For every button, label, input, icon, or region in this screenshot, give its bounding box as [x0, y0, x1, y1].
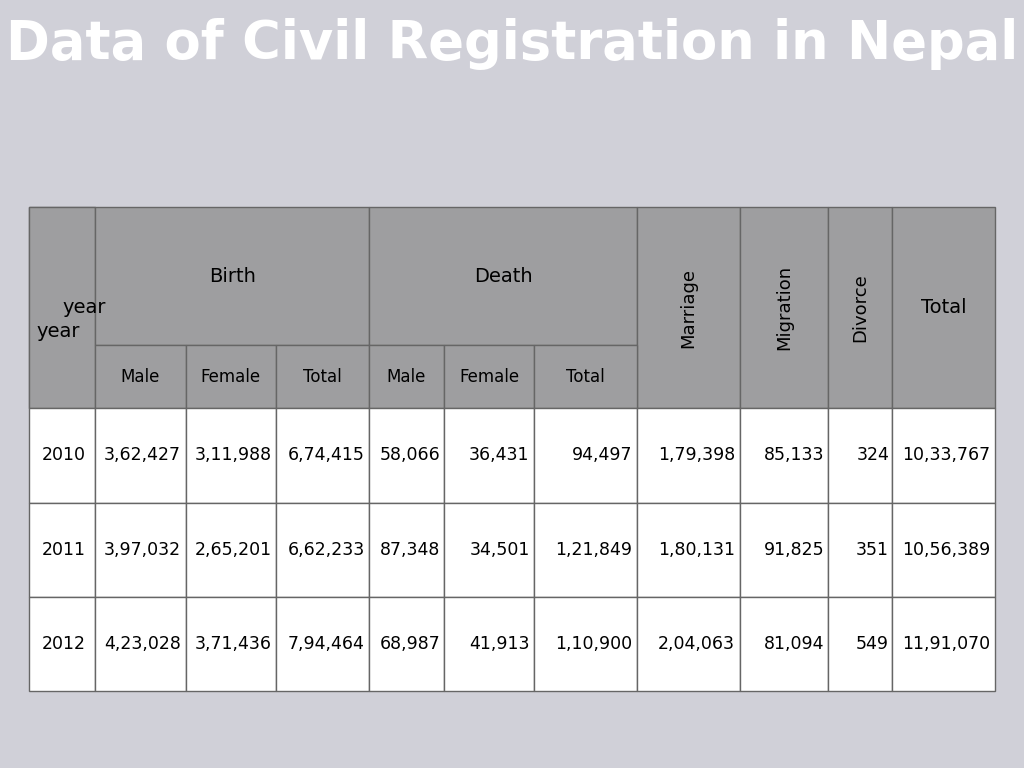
Text: year: year — [37, 323, 80, 341]
Bar — [95, 597, 185, 691]
Bar — [370, 597, 443, 691]
Bar — [740, 207, 828, 408]
Bar — [95, 408, 185, 502]
Text: 351: 351 — [856, 541, 889, 558]
Bar — [828, 502, 892, 597]
Text: 6,62,233: 6,62,233 — [288, 541, 365, 558]
Bar — [29, 207, 95, 408]
Text: 34,501: 34,501 — [469, 541, 529, 558]
Bar — [29, 502, 95, 597]
Bar — [637, 408, 740, 502]
Text: 41,913: 41,913 — [469, 635, 529, 653]
Text: 2,04,063: 2,04,063 — [658, 635, 735, 653]
Text: Female: Female — [459, 368, 519, 386]
Text: 1,10,900: 1,10,900 — [555, 635, 632, 653]
Text: 58,066: 58,066 — [379, 446, 440, 465]
Bar — [535, 346, 637, 408]
Text: Birth: Birth — [209, 266, 256, 286]
Text: 87,348: 87,348 — [380, 541, 440, 558]
Bar — [828, 207, 892, 408]
Bar — [95, 346, 185, 408]
Text: year: year — [62, 298, 105, 317]
Text: 11,91,070: 11,91,070 — [902, 635, 990, 653]
Bar — [370, 207, 637, 346]
Bar — [95, 207, 370, 346]
Bar — [276, 408, 370, 502]
Text: Total: Total — [921, 298, 967, 317]
Bar — [276, 346, 370, 408]
Bar — [828, 597, 892, 691]
Bar — [637, 207, 740, 408]
Bar — [370, 408, 443, 502]
Bar — [892, 597, 995, 691]
Bar — [892, 502, 995, 597]
Text: Death: Death — [474, 266, 532, 286]
Bar — [443, 346, 535, 408]
Text: 1,80,131: 1,80,131 — [658, 541, 735, 558]
Bar — [892, 207, 995, 408]
Text: Divorce: Divorce — [851, 273, 869, 342]
Bar — [29, 207, 95, 408]
Bar — [443, 408, 535, 502]
Text: 81,094: 81,094 — [764, 635, 824, 653]
Text: 1,79,398: 1,79,398 — [657, 446, 735, 465]
Bar — [535, 502, 637, 597]
Text: 3,62,427: 3,62,427 — [104, 446, 181, 465]
Text: 4,23,028: 4,23,028 — [104, 635, 181, 653]
Text: Total: Total — [566, 368, 605, 386]
Bar — [535, 597, 637, 691]
Bar — [95, 502, 185, 597]
Bar — [740, 502, 828, 597]
Text: Data of Civil Registration in Nepal: Data of Civil Registration in Nepal — [6, 18, 1018, 70]
Bar — [185, 346, 276, 408]
Bar — [29, 597, 95, 691]
Text: 2,65,201: 2,65,201 — [195, 541, 271, 558]
Text: Female: Female — [201, 368, 261, 386]
Text: 6,74,415: 6,74,415 — [288, 446, 365, 465]
Text: Total: Total — [303, 368, 342, 386]
Bar — [828, 408, 892, 502]
Text: 2011: 2011 — [41, 541, 85, 558]
Text: 2012: 2012 — [41, 635, 85, 653]
Bar — [443, 502, 535, 597]
Text: 10,56,389: 10,56,389 — [902, 541, 990, 558]
Text: 324: 324 — [856, 446, 889, 465]
Text: 3,11,988: 3,11,988 — [195, 446, 271, 465]
Text: 3,71,436: 3,71,436 — [195, 635, 271, 653]
Bar — [443, 597, 535, 691]
Text: 7,94,464: 7,94,464 — [288, 635, 365, 653]
Bar — [740, 597, 828, 691]
Text: 1,21,849: 1,21,849 — [555, 541, 632, 558]
Bar — [637, 597, 740, 691]
Bar — [892, 408, 995, 502]
Bar — [185, 597, 276, 691]
Text: Marriage: Marriage — [680, 268, 697, 348]
Bar — [370, 502, 443, 597]
Bar — [185, 502, 276, 597]
Text: Migration: Migration — [775, 265, 794, 350]
Text: 85,133: 85,133 — [764, 446, 824, 465]
Text: Male: Male — [387, 368, 426, 386]
Bar — [276, 597, 370, 691]
Bar — [637, 502, 740, 597]
Text: 36,431: 36,431 — [469, 446, 529, 465]
Text: 3,97,032: 3,97,032 — [104, 541, 181, 558]
Bar — [29, 408, 95, 502]
Text: Male: Male — [121, 368, 160, 386]
Text: 10,33,767: 10,33,767 — [902, 446, 990, 465]
Bar — [740, 408, 828, 502]
Bar — [276, 502, 370, 597]
Text: 94,497: 94,497 — [571, 446, 632, 465]
Text: 68,987: 68,987 — [379, 635, 440, 653]
Text: 549: 549 — [856, 635, 889, 653]
Bar — [185, 408, 276, 502]
Text: 91,825: 91,825 — [764, 541, 824, 558]
Bar — [370, 346, 443, 408]
Text: 2010: 2010 — [41, 446, 85, 465]
Bar — [535, 408, 637, 502]
